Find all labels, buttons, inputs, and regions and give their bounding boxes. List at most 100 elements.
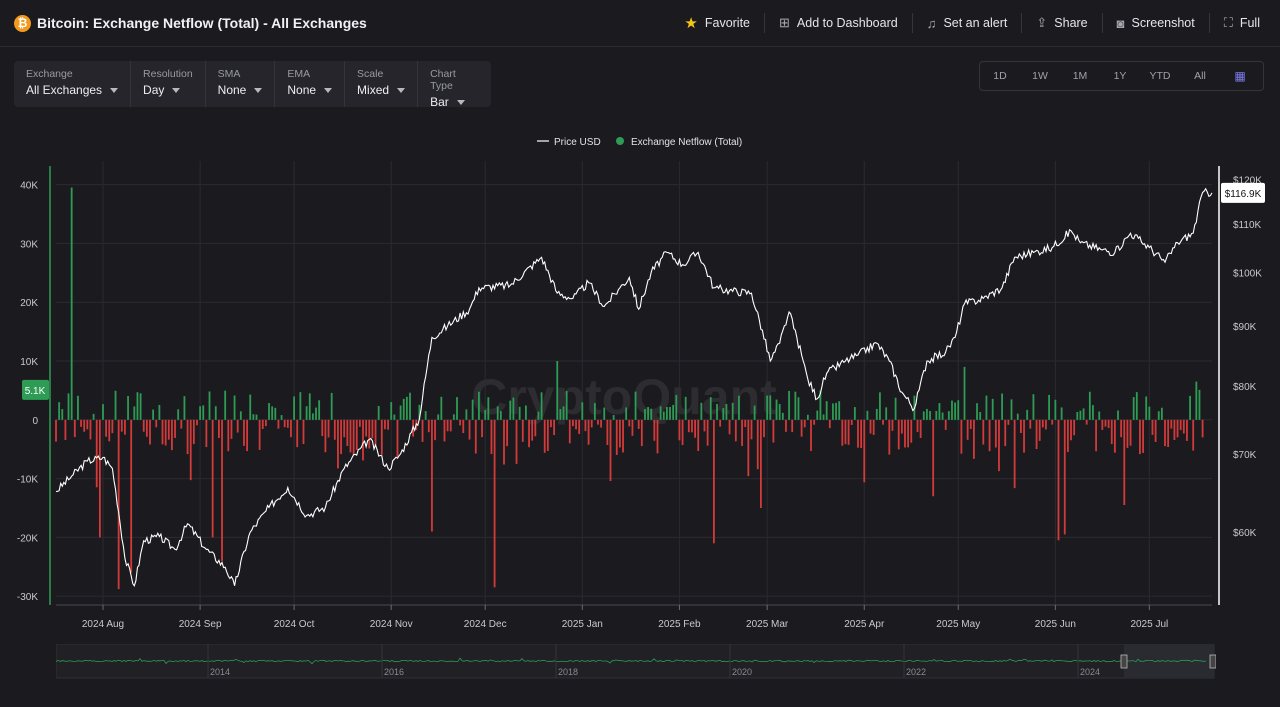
netflow-bar [1082, 408, 1085, 420]
right-tick-label: $110K [1233, 220, 1262, 231]
netflow-bar [496, 406, 499, 420]
exchange-select[interactable]: Exchange All Exchanges [14, 61, 132, 107]
navigator-year-labels: 2014 2016 2018 2020 2022 2024 [207, 644, 1100, 678]
netflow-bar [540, 392, 543, 420]
netflow-bar [277, 419, 280, 429]
netflow-bar [1066, 419, 1069, 453]
netflow-bar [490, 419, 493, 455]
netflow-bar [1048, 394, 1050, 420]
scale-select[interactable]: Scale Mixed [345, 61, 419, 107]
netflow-bar [308, 393, 311, 420]
netflow-bar [171, 419, 173, 451]
netflow-bar [1016, 413, 1019, 420]
netflow-bar [102, 404, 104, 420]
netflow-bar [1151, 419, 1154, 435]
netflow-bar [766, 395, 769, 420]
sma-select[interactable]: SMA None [206, 61, 276, 107]
time-navigator[interactable]: 2014 2016 2018 2020 2022 2024 [56, 644, 1216, 680]
netflow-bar [214, 406, 217, 420]
legend-price-label[interactable]: Price USD [554, 137, 601, 148]
ema-select[interactable]: EMA None [275, 61, 346, 107]
left-tick-label: -10K [17, 475, 38, 486]
netflow-bar [722, 408, 725, 420]
netflow-bar [283, 419, 286, 428]
favorite-label: Favorite [704, 16, 751, 30]
netflow-bar [700, 402, 703, 420]
netflow-chart[interactable]: Price USD Exchange Netflow (Total) Crypt… [0, 127, 1280, 687]
range-all-button[interactable]: All [1194, 70, 1206, 82]
netflow-bar [258, 419, 261, 450]
netflow-bar [1107, 419, 1110, 429]
resolution-value: Day [143, 83, 165, 97]
netflow-bar [324, 419, 327, 453]
navigator-year-label: 2016 [384, 667, 404, 677]
fullscreen-button[interactable]: ⛶ Full [1208, 13, 1274, 33]
range-ytd-button[interactable]: YTD [1149, 70, 1171, 82]
netflow-bar [459, 419, 462, 426]
netflow-bar [1088, 391, 1091, 420]
bitcoin-logo-icon: ₿ [14, 15, 31, 32]
netflow-bar [280, 415, 283, 420]
netflow-bar [399, 405, 402, 420]
set-alert-button[interactable]: ♫ Set an alert [911, 13, 1022, 33]
netflow-bar [631, 419, 634, 436]
netflow-bar [462, 419, 465, 434]
netflow-bar [264, 419, 267, 427]
range-1m-button[interactable]: 1M [1072, 70, 1088, 82]
x-tick-label: 2025 Mar [746, 619, 789, 630]
netflow-bar [1101, 419, 1104, 430]
netflow-bar [1148, 406, 1151, 420]
netflow-bar [58, 402, 61, 420]
netflow-bar [619, 419, 621, 448]
netflow-bar [575, 419, 577, 430]
right-tick-label: $80K [1233, 382, 1257, 393]
netflow-bar [380, 419, 383, 455]
navigator-right-handle[interactable] [1209, 654, 1216, 669]
netflow-bar [556, 361, 559, 420]
netflow-bar [1186, 419, 1188, 441]
netflow-bar [531, 419, 534, 441]
netflow-bar [139, 393, 142, 420]
netflow-bar [957, 400, 960, 420]
chart-type-select[interactable]: Chart Type Bar [418, 61, 491, 109]
netflow-bar [866, 410, 869, 420]
range-1d-button[interactable]: 1D [993, 70, 1007, 82]
calendar-icon[interactable]: ▦ [1234, 69, 1246, 83]
netflow-bar [625, 407, 628, 420]
chevron-down-icon [456, 100, 465, 106]
chevron-down-icon [397, 88, 406, 94]
netflow-bar [333, 419, 336, 440]
range-1w-button[interactable]: 1W [1032, 70, 1048, 82]
netflow-bar [675, 394, 678, 420]
netflow-bar [1201, 419, 1204, 438]
screenshot-label: Screenshot [1131, 16, 1195, 30]
navigator-left-handle[interactable] [1120, 654, 1128, 669]
netflow-bar [1117, 410, 1119, 420]
share-icon: ⇪ [1036, 15, 1048, 30]
netflow-bar [891, 419, 894, 431]
netflow-bar [243, 419, 245, 446]
netflow-bar [61, 409, 64, 420]
screenshot-button[interactable]: ◙ Screenshot [1101, 13, 1209, 33]
last-price-marker: $116.9K [1221, 182, 1265, 203]
favorite-button[interactable]: ★ Favorite [670, 13, 764, 33]
netflow-bar [440, 396, 443, 420]
netflow-bar [221, 419, 223, 561]
navigator-line [56, 657, 1207, 665]
netflow-bar [951, 400, 953, 420]
netflow-bar [202, 405, 205, 420]
netflow-bar [741, 419, 743, 446]
netflow-bar [167, 419, 170, 440]
netflow-bar [647, 407, 649, 420]
netflow-bar [152, 409, 155, 420]
resolution-select[interactable]: Resolution Day [131, 61, 206, 107]
netflow-bar [343, 419, 346, 438]
share-button[interactable]: ⇪ Share [1021, 13, 1101, 33]
netflow-bar [885, 407, 888, 420]
netflow-bar [562, 406, 565, 420]
add-to-dashboard-button[interactable]: ⊞ Add to Dashboard [764, 13, 912, 33]
netflow-bar [810, 419, 812, 452]
range-1y-button[interactable]: 1Y [1113, 70, 1127, 82]
add-dashboard-icon: ⊞ [779, 15, 790, 30]
legend-netflow-label[interactable]: Exchange Netflow (Total) [631, 137, 742, 148]
